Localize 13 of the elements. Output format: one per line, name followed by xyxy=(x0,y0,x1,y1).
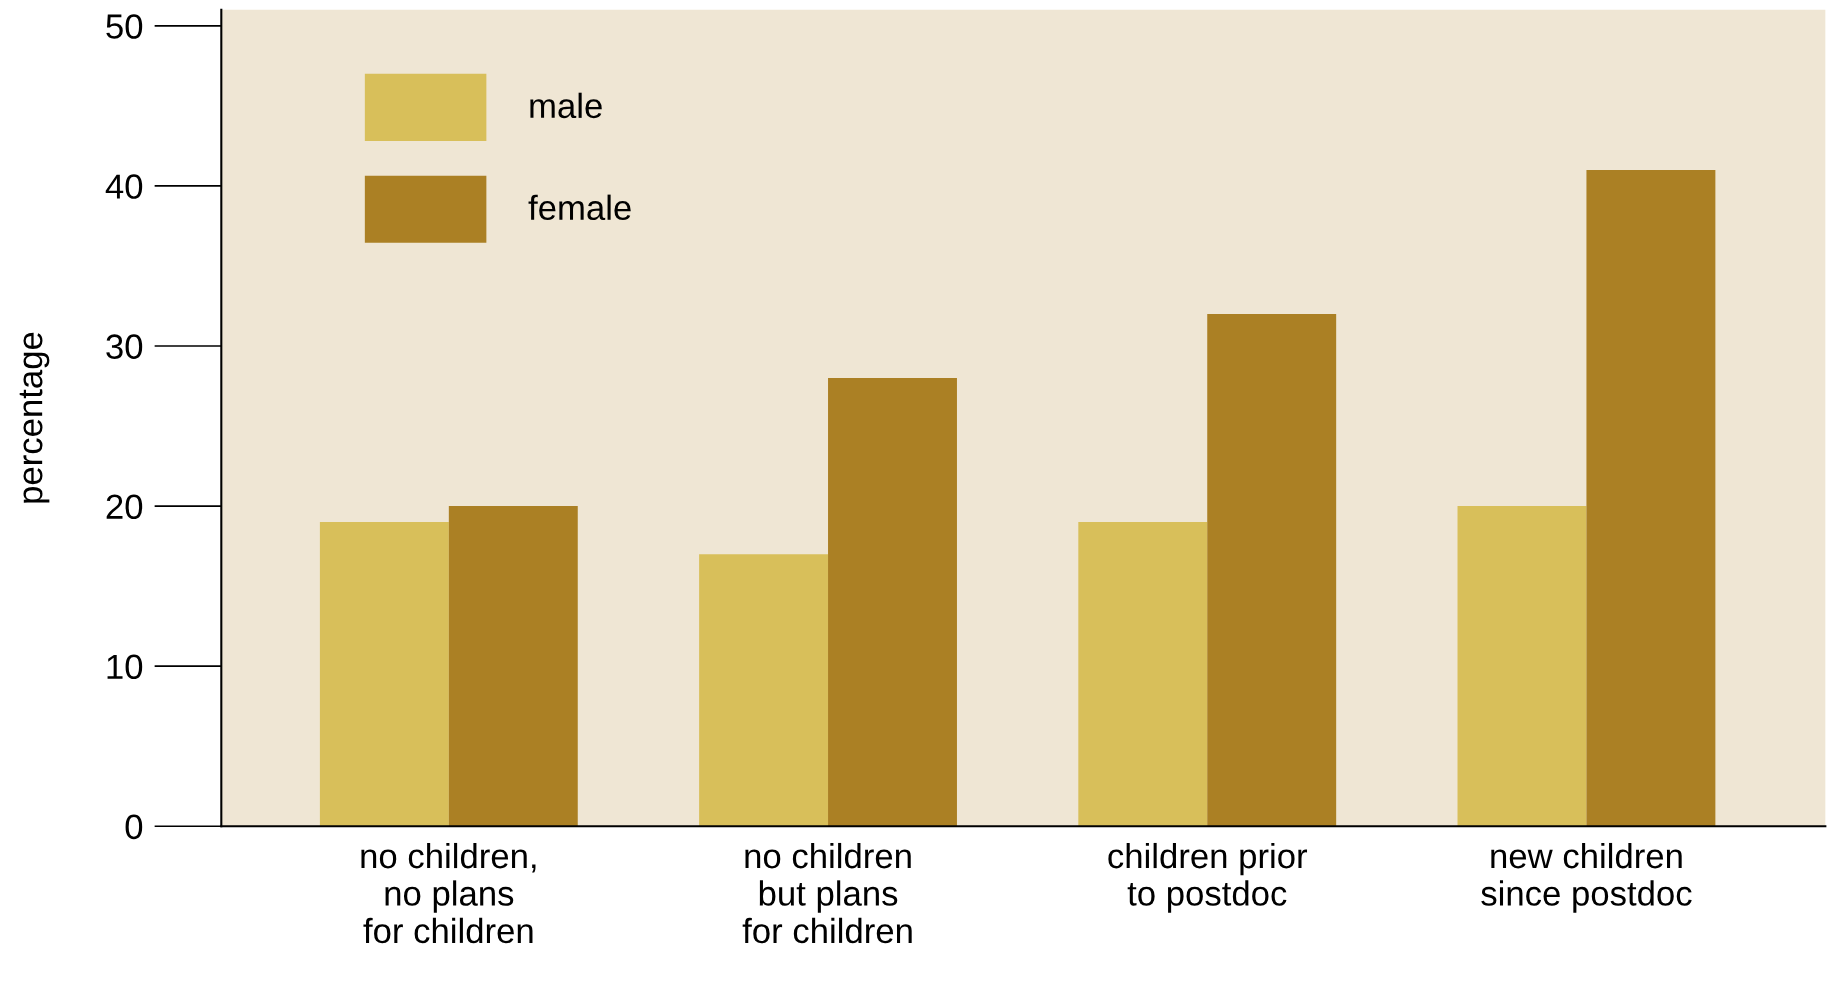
y-tick-label: 40 xyxy=(105,174,143,199)
y-axis-title: percentage xyxy=(19,332,50,503)
y-tick-label: 50 xyxy=(106,14,143,39)
legend-label: female xyxy=(528,194,631,221)
x-tick-label: no children but plans for children xyxy=(742,842,912,944)
x-tick-label: new children since postdoc xyxy=(1481,842,1692,913)
y-tick-label: 30 xyxy=(106,334,143,359)
y-tick-label: 0 xyxy=(125,814,143,840)
y-tick-label: 10 xyxy=(107,654,143,680)
legend-label: male xyxy=(530,92,602,119)
y-tick-label: 20 xyxy=(106,494,143,520)
x-tick-label: no children, no plans for children xyxy=(361,842,536,944)
x-tick-label: children prior to postdoc xyxy=(1108,842,1308,913)
